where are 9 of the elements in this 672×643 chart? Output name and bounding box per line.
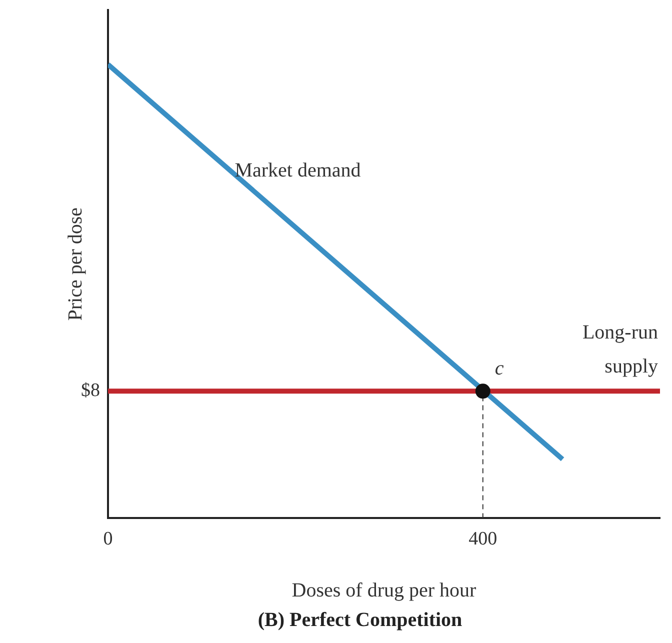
text: (B) Perfect Competition: [258, 609, 462, 632]
annotation: c: [494, 357, 504, 380]
x-axis-title: Doses of drug per hour: [292, 579, 477, 602]
text: $8: [81, 380, 100, 402]
series-label: Market demand: [234, 159, 361, 182]
series-label: Long-run supply: [582, 321, 658, 378]
x-tick-label: 0: [103, 528, 113, 550]
x-tick-label: 400: [468, 528, 498, 550]
y-axis-title: Price per dose: [64, 207, 86, 321]
